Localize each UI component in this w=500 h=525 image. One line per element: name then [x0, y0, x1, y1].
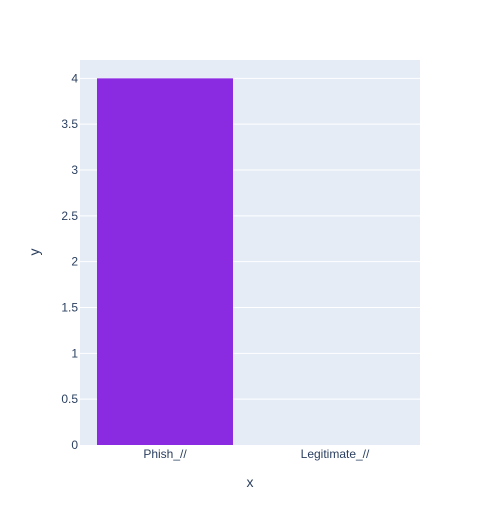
y-axis-title: y [26, 249, 42, 256]
y-tick-label: 1.5 [61, 301, 78, 315]
x-tick-label: Legitimate_// [301, 447, 370, 461]
y-tick-label: 0 [71, 438, 78, 452]
x-axis-ticks: Phish_// Legitimate_// [143, 447, 370, 461]
y-tick-label: 2.5 [61, 209, 78, 223]
y-tick-label: 3.5 [61, 117, 78, 131]
x-tick-label: Phish_// [143, 447, 187, 461]
x-axis-title: x [247, 474, 254, 490]
y-tick-label: 0.5 [61, 392, 78, 406]
y-tick-label: 1 [71, 346, 78, 360]
y-tick-label: 4 [71, 71, 78, 85]
bars [97, 78, 233, 445]
y-tick-label: 2 [71, 255, 78, 269]
bar [97, 78, 233, 445]
y-tick-label: 3 [71, 163, 78, 177]
y-axis-ticks: 0 0.5 1 1.5 2 2.5 3 3.5 4 [61, 71, 78, 452]
